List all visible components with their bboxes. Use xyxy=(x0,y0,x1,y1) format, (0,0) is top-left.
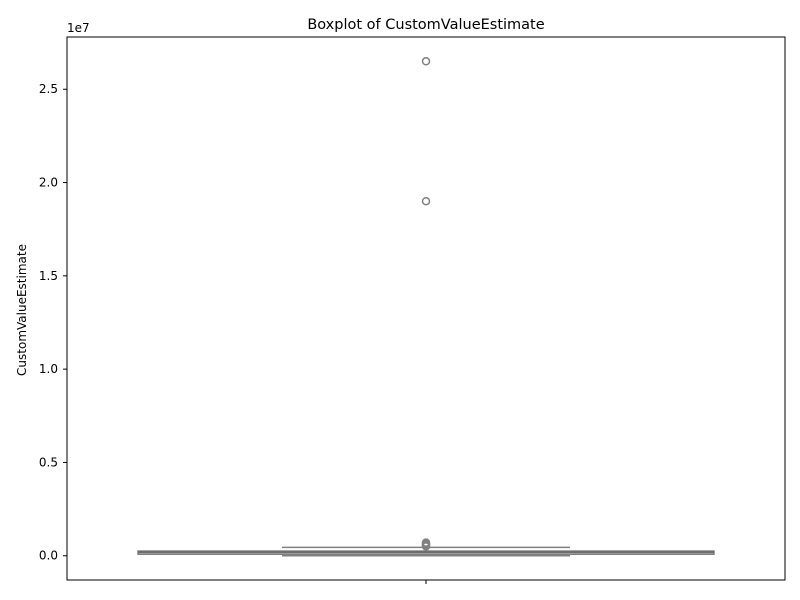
plot-area: 0.0 0.5 1.0 1.5 2.0 2.5 xyxy=(39,36,786,584)
outlier-point xyxy=(421,196,431,206)
y-axis-offset-text: 1e7 xyxy=(67,21,90,35)
plot-frame xyxy=(66,36,786,581)
y-tick-label: 0.5 xyxy=(39,455,58,469)
y-tick-label: 2.0 xyxy=(39,176,58,190)
outlier-point xyxy=(421,542,431,551)
chart-title: Boxplot of CustomValueEstimate xyxy=(307,17,544,33)
y-tick-label: 2.5 xyxy=(39,82,58,96)
y-tick-label: 1.0 xyxy=(39,362,58,376)
y-tick-label: 1.5 xyxy=(39,269,58,283)
outlier-point xyxy=(421,57,431,66)
y-tick-label: 0.0 xyxy=(39,549,58,563)
y-axis-label: CustomValueEstimate xyxy=(15,244,29,376)
